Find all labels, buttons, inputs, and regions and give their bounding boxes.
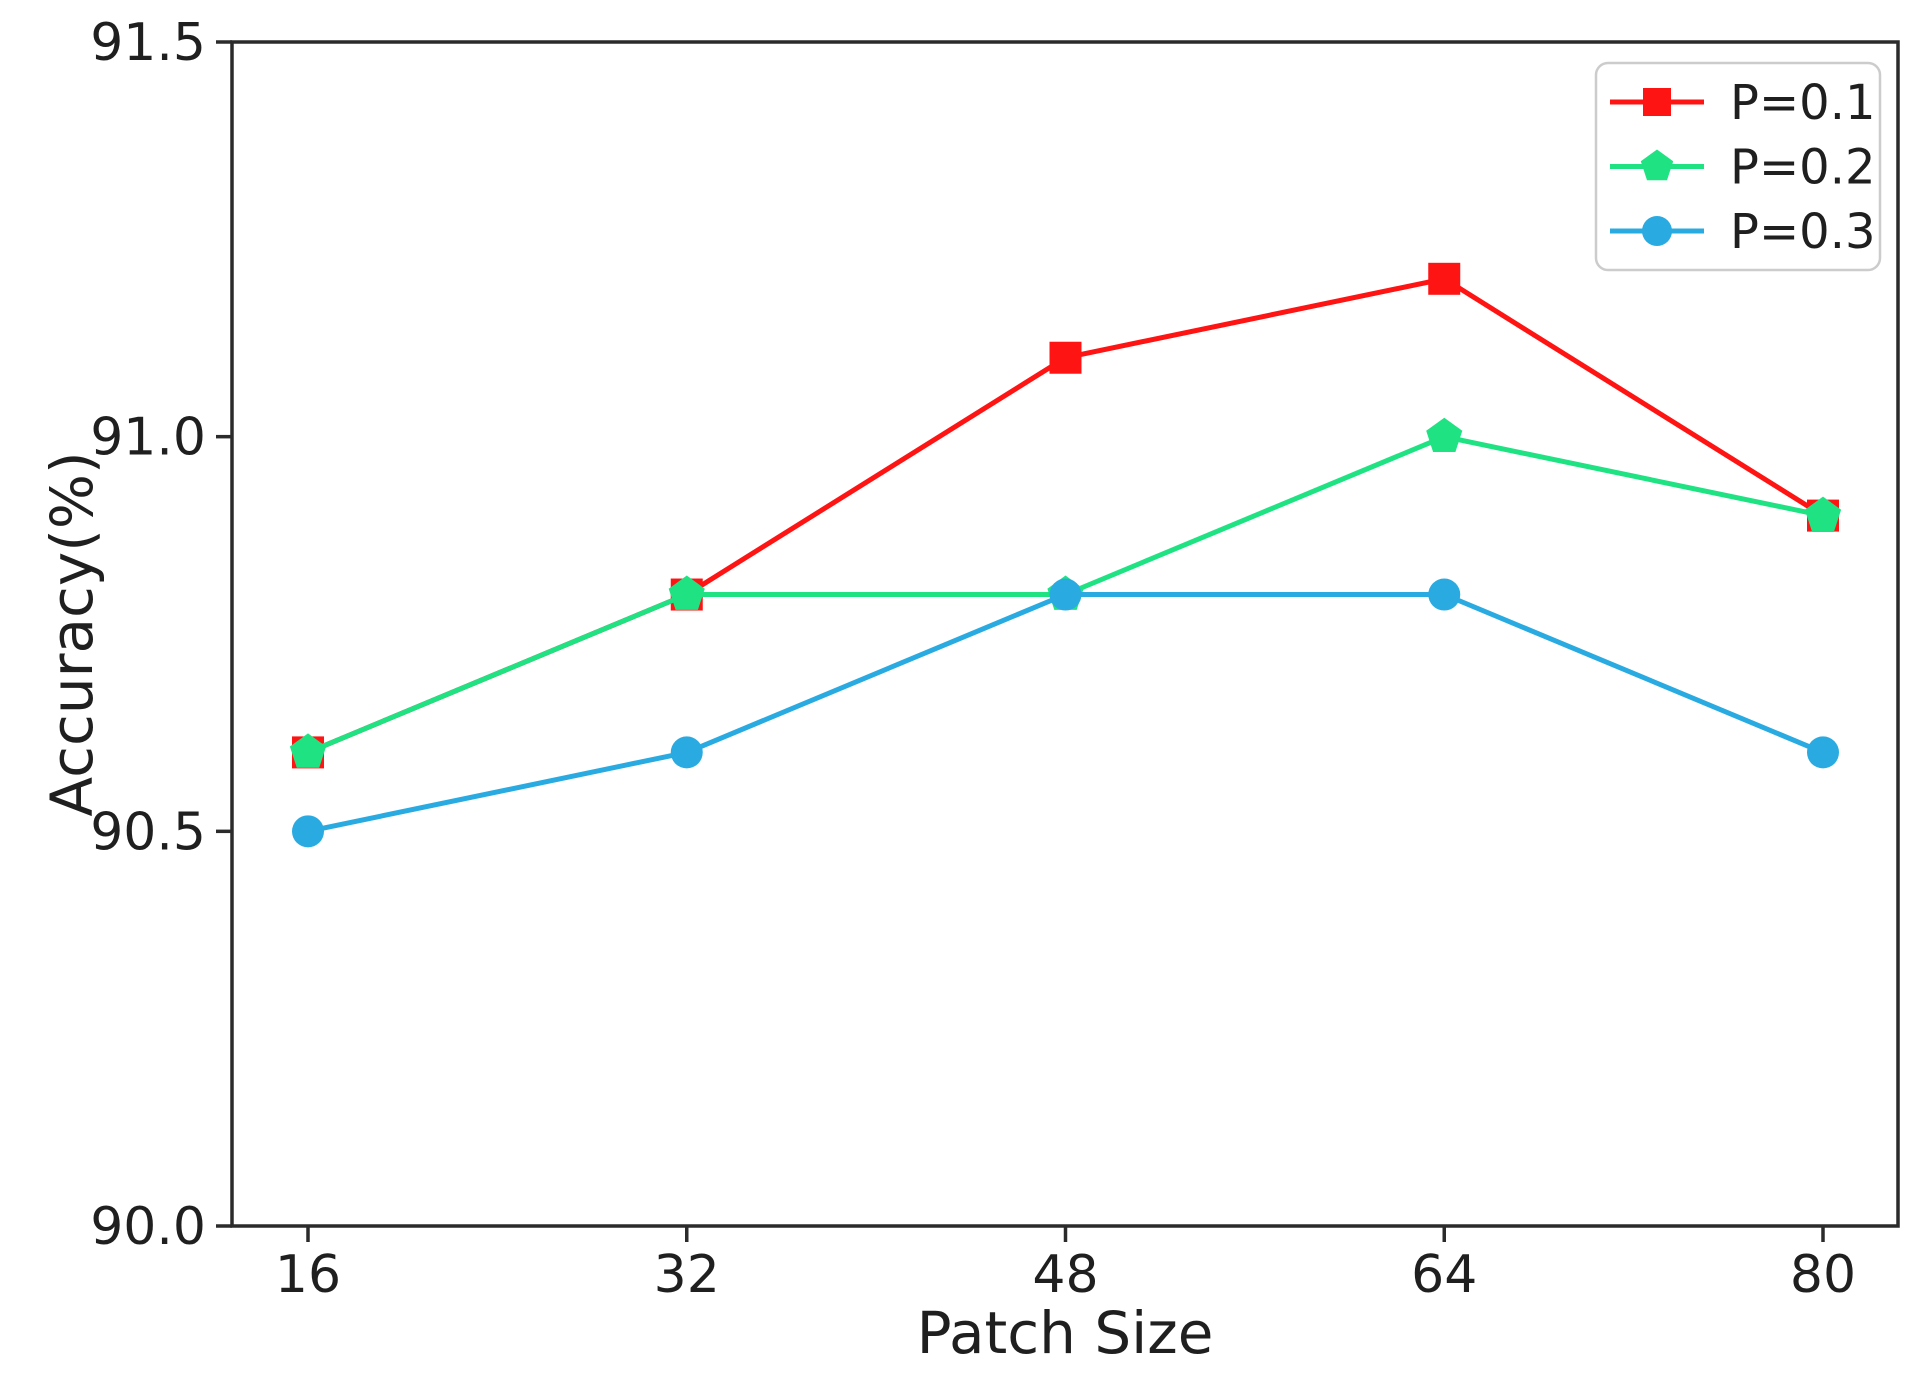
legend-marker-pentagon — [1640, 149, 1674, 181]
legend-entry: P=0.1 — [1610, 75, 1876, 131]
legend-marker-square — [1643, 88, 1671, 116]
legend-entry-label: P=0.2 — [1730, 140, 1876, 196]
x-tick-label: 80 — [1790, 1245, 1856, 1305]
data-point-marker — [1049, 341, 1082, 374]
x-tick-label: 48 — [1032, 1245, 1098, 1305]
data-point-marker — [1428, 262, 1461, 295]
y-tick-label: 90.0 — [90, 1197, 206, 1257]
x-tick-label: 32 — [654, 1245, 720, 1305]
data-point-marker — [1807, 736, 1839, 769]
y-tick-label: 91.0 — [90, 408, 206, 468]
data-point-marker — [289, 733, 327, 768]
data-point-marker — [1428, 578, 1461, 611]
x-tick-label: 64 — [1411, 1245, 1477, 1305]
legend-marker-circle — [1642, 216, 1672, 246]
data-point-marker — [1049, 578, 1082, 611]
legend: P=0.1 P=0.2 P=0.3 — [1594, 61, 1882, 272]
legend-entry: P=0.3 — [1610, 204, 1876, 260]
data-point-marker — [668, 575, 705, 610]
data-point-marker — [670, 736, 703, 769]
data-point-marker — [1804, 496, 1842, 531]
legend-entry-label: P=0.1 — [1730, 75, 1876, 131]
y-tick-label: 91.5 — [90, 13, 206, 73]
legend-entry-label: P=0.3 — [1730, 204, 1876, 260]
legend-entry: P=0.2 — [1610, 140, 1876, 196]
y-axis-title: Accuracy(%) — [38, 451, 106, 816]
data-point-marker — [292, 815, 324, 848]
x-axis-title: Patch Size — [917, 1299, 1214, 1367]
series-p-0-3 — [292, 578, 1839, 848]
y-tick-label: 90.5 — [90, 802, 206, 862]
x-tick-label: 16 — [275, 1245, 341, 1305]
data-point-marker — [1426, 417, 1463, 452]
